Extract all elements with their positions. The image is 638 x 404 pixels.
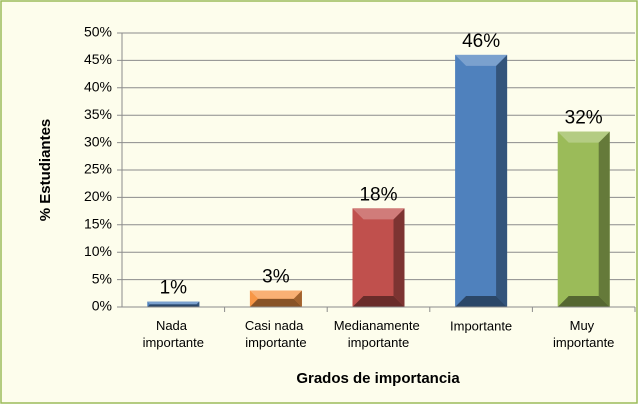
bar-bevel: [598, 131, 610, 307]
bar-bevel: [557, 296, 610, 307]
bar-bevel: [293, 290, 302, 307]
x-tick-label: Medianamente importante: [334, 318, 424, 350]
x-tick-label: Muy importante: [553, 318, 614, 350]
bar-bevel: [455, 296, 508, 307]
x-tick-label: Importante: [450, 318, 512, 333]
value-label: 1%: [160, 278, 188, 299]
y-tick-label: 35%: [84, 106, 112, 122]
bar-bevel: [455, 54, 508, 66]
value-label: 32%: [565, 108, 603, 129]
bar-bevel: [496, 54, 508, 307]
x-tick-label: Casi nada importante: [245, 318, 307, 350]
bar-bevel: [249, 298, 302, 307]
y-tick-label: 30%: [84, 133, 112, 149]
y-tick-label: 15%: [84, 216, 112, 232]
y-axis-title: % Estudiantes: [37, 119, 54, 222]
y-tick-label: 45%: [84, 51, 112, 67]
x-tick-label: Nada importante: [143, 318, 204, 350]
bar-bevel: [393, 208, 405, 307]
value-label: 3%: [262, 267, 290, 288]
bar-bevel: [147, 301, 200, 305]
y-tick-label: 20%: [84, 188, 112, 204]
bar-bevel: [196, 301, 200, 307]
y-tick-label: 50%: [84, 24, 112, 40]
x-axis-title: Grados de importancia: [296, 370, 460, 387]
y-tick-label: 5%: [92, 270, 112, 286]
y-tick-label: 0%: [92, 298, 112, 314]
bar-bevel: [352, 296, 405, 307]
y-tick-label: 40%: [84, 79, 112, 95]
y-tick-label: 10%: [84, 243, 112, 259]
bar-bevel: [147, 304, 200, 307]
bar-bevel: [352, 208, 405, 220]
bar-bevel: [249, 290, 302, 299]
bar-bevel: [557, 131, 610, 143]
y-tick-label: 25%: [84, 161, 112, 177]
value-label: 18%: [359, 184, 397, 205]
value-label: 46%: [462, 31, 500, 52]
